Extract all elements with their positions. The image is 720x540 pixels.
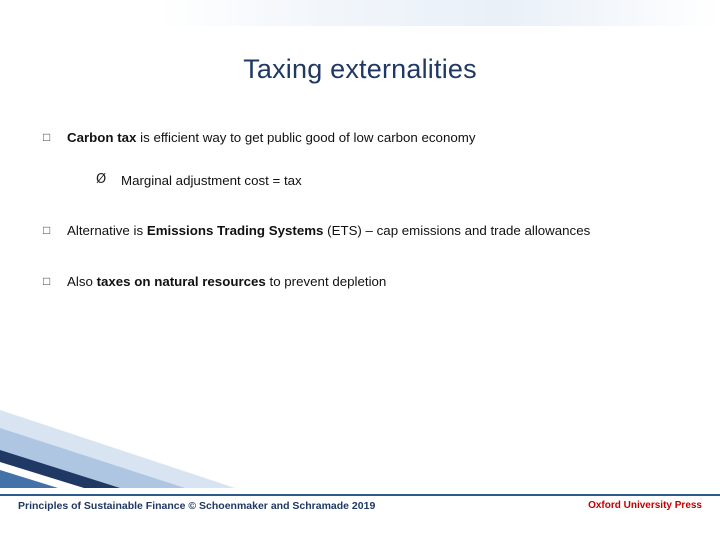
bullet-marker-square-icon: □: [43, 223, 51, 238]
bullet-text-segment: Alternative is: [67, 223, 147, 239]
slide-body: □ Carbon tax is efficient way to get pub…: [40, 128, 690, 314]
bullet-text: Also taxes on natural resources to preve…: [67, 274, 386, 289]
bullet-marker-square-icon: □: [43, 273, 51, 288]
bullet-text-segment: taxes on natural resources: [96, 273, 266, 289]
sub-bullet-item: Ø Marginal adjustment cost = tax: [94, 171, 690, 192]
page-title: Taxing externalities: [243, 54, 477, 85]
bullet-marker-arrow-icon: Ø: [96, 171, 107, 187]
sub-bullet-text: Marginal adjustment cost = tax: [121, 172, 302, 188]
footer-divider: [0, 494, 720, 496]
header-band: [0, 0, 720, 26]
bullet-item: □ Alternative is Emissions Trading Syste…: [40, 221, 690, 242]
bullet-text-segment: (ETS) – cap emissions and trade allowanc…: [323, 223, 591, 239]
bullet-text: Carbon tax is efficient way to get publi…: [67, 130, 475, 145]
bullet-item: □ Also taxes on natural resources to pre…: [40, 272, 690, 293]
bullet-marker-square-icon: □: [43, 130, 51, 144]
footer-publisher: Oxford University Press: [588, 500, 702, 511]
bullet-text-segment: Also: [67, 273, 97, 289]
bullet-text-segment: Emissions Trading Systems: [146, 223, 324, 239]
footer: Principles of Sustainable Finance © Scho…: [0, 500, 720, 522]
spacer: [40, 264, 690, 272]
bullet-text: Alternative is Emissions Trading Systems…: [67, 223, 590, 238]
bullet-text-segment: to prevent depletion: [265, 273, 387, 289]
bullet-item: □ Carbon tax is efficient way to get pub…: [40, 128, 690, 149]
footer-citation: Principles of Sustainable Finance © Scho…: [18, 500, 376, 512]
decorative-corner-graphic: [0, 410, 250, 488]
bullet-text-segment: is efficient way to get public good of l…: [136, 130, 476, 145]
bullet-text-segment: Carbon tax: [67, 130, 137, 145]
